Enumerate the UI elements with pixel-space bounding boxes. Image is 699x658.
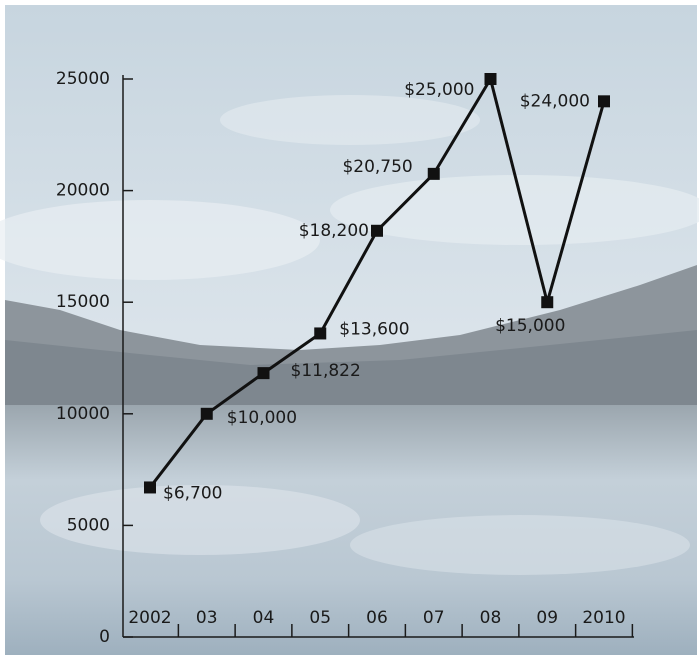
x-tick-label: 03 <box>196 608 218 628</box>
x-tick-label: 06 <box>366 608 388 628</box>
y-tick-label: 25000 <box>56 69 110 89</box>
x-tick-label: 2002 <box>128 608 171 628</box>
value-label: $15,000 <box>495 316 565 336</box>
y-tick-label: 20000 <box>56 181 110 201</box>
marker <box>314 327 327 340</box>
x-tick-label: 08 <box>480 608 502 628</box>
value-label: $20,750 <box>342 157 412 177</box>
x-tick-label: 09 <box>536 608 558 628</box>
marker <box>427 167 440 180</box>
value-label: $18,200 <box>299 221 369 241</box>
value-label: $25,000 <box>404 80 474 100</box>
y-tick-label: 15000 <box>56 292 110 312</box>
x-tick-label: 07 <box>423 608 445 628</box>
x-tick-label: 04 <box>253 608 275 628</box>
y-tick-label: 5000 <box>67 515 110 535</box>
y-tick-label: 0 <box>99 627 110 647</box>
marker <box>144 481 156 494</box>
marker <box>257 367 270 380</box>
value-label: $13,600 <box>339 319 409 339</box>
x-tick-label: 05 <box>309 608 331 628</box>
x-tick-label: 2010 <box>582 608 625 628</box>
value-label: $6,700 <box>163 483 222 503</box>
value-label: $24,000 <box>520 91 590 111</box>
y-tick-label: 10000 <box>56 404 110 424</box>
marker <box>371 224 383 237</box>
value-label: $10,000 <box>227 408 297 428</box>
marker <box>598 95 610 108</box>
marker <box>484 73 497 85</box>
marker <box>200 407 213 420</box>
background-photo <box>0 5 699 655</box>
marker <box>541 296 554 309</box>
value-label: $11,822 <box>291 361 361 381</box>
